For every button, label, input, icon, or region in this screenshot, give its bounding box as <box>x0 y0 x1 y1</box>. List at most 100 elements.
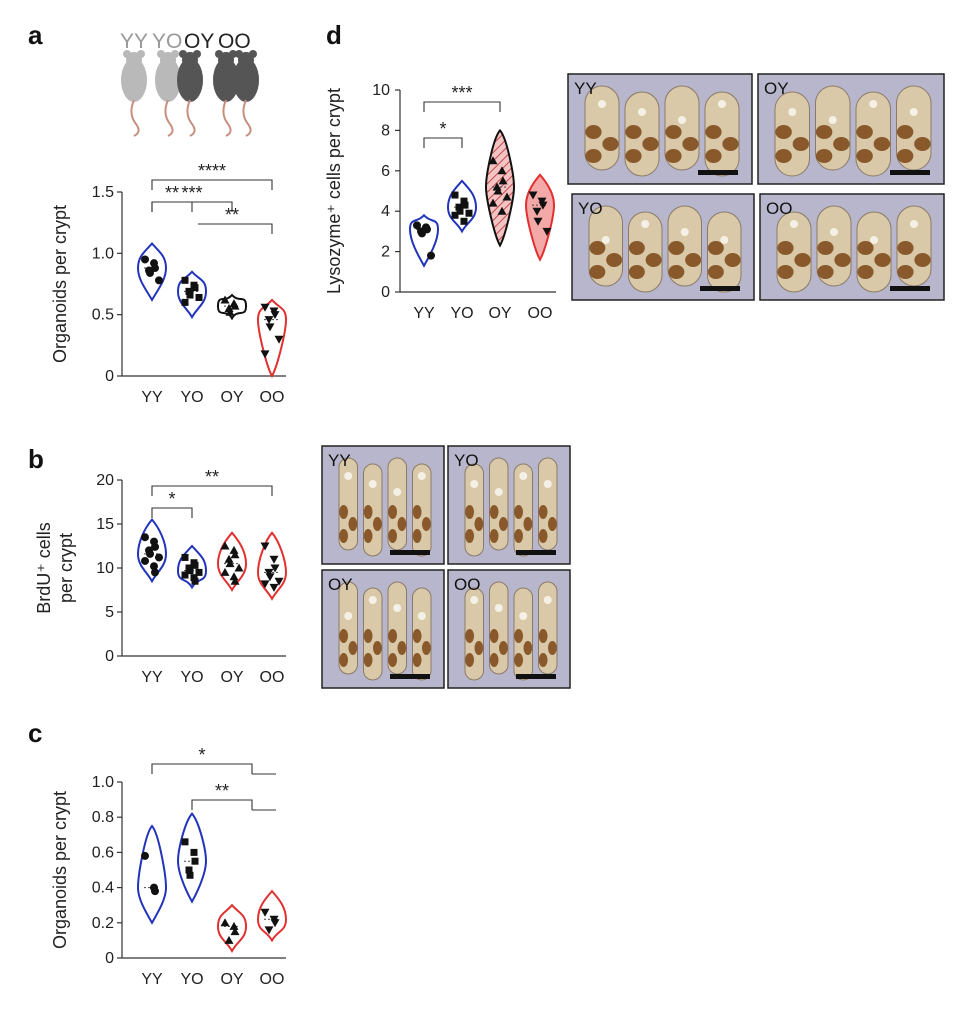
data-point-yy <box>155 553 163 562</box>
significance-label: ** <box>165 183 179 203</box>
significance-bracket <box>151 763 253 774</box>
data-point-yy <box>413 221 421 230</box>
micrograph-label: YY <box>328 451 351 470</box>
micrograph-b-yo: YO <box>447 445 571 565</box>
data-point-yy <box>141 556 149 565</box>
violin-yy <box>136 242 168 302</box>
data-point-yo <box>191 561 199 569</box>
y-axis-label: Organoids per crypt <box>50 205 70 363</box>
panel-label-b: b <box>28 444 44 474</box>
data-point-oy <box>230 550 240 559</box>
x-tick-label-oy: OY <box>220 669 243 686</box>
significance-label: *** <box>451 83 472 103</box>
data-point-oy <box>497 166 507 175</box>
y-tick-label: 0.5 <box>92 307 114 324</box>
data-point-yy <box>150 562 158 571</box>
x-tick-label-oy: OY <box>220 389 243 406</box>
data-point-yo <box>191 284 199 292</box>
x-tick-label-yy: YY <box>413 305 435 322</box>
data-point-oy <box>220 541 230 550</box>
mouse-label-yo: YO <box>152 30 182 53</box>
violin-oo <box>256 889 288 943</box>
mouse-label-yy: YY <box>120 30 148 53</box>
data-point-oo <box>274 577 284 586</box>
data-point-yo <box>181 298 189 306</box>
significance-label: ** <box>225 205 239 225</box>
significance-bracket <box>151 179 273 190</box>
data-point-yo <box>181 553 189 561</box>
mouse-pairs-illustration: YY YO OY OO <box>120 30 259 137</box>
data-point-oo <box>274 335 284 344</box>
data-point-oy <box>225 559 235 568</box>
y-tick-label: 6 <box>381 163 390 180</box>
data-point-yo <box>460 217 468 225</box>
data-point-yy <box>141 255 149 264</box>
data-point-yo <box>186 567 194 575</box>
x-tick-label-oy: OY <box>220 971 243 988</box>
micrograph-d-yy: YY <box>567 73 753 185</box>
y-tick-label: 20 <box>96 472 114 489</box>
data-point-oy <box>488 156 498 165</box>
x-tick-label-yy: YY <box>141 389 163 406</box>
data-point-yo <box>456 207 464 215</box>
chart-panel-c: 0 0.2 0.4 0.6 0.8 1.0 Organoids per crypt YY YO O… <box>50 745 288 988</box>
data-point-oo <box>264 316 274 325</box>
significance-bracket <box>198 223 273 234</box>
data-point-oo <box>264 926 274 935</box>
mouse-yy-icon <box>121 50 147 137</box>
mouse-yo-left-icon <box>155 50 181 137</box>
data-point-yo <box>460 197 468 205</box>
data-point-yo <box>195 568 203 576</box>
significance-label: **** <box>198 161 226 181</box>
data-point-oo <box>264 568 274 577</box>
violin-yy <box>136 518 168 584</box>
data-point-yo <box>465 209 473 217</box>
data-point-yy <box>151 542 159 551</box>
data-point-oy <box>225 307 235 316</box>
data-point-yo <box>190 574 198 582</box>
violin-yo <box>446 179 478 234</box>
data-point-oo <box>270 919 280 928</box>
x-tick-label-yo: YO <box>180 669 203 686</box>
violin-oo <box>524 173 556 262</box>
y-axis-label: Organoids per crypt <box>50 791 70 949</box>
data-point-oy <box>224 554 234 563</box>
x-tick-label-oy: OY <box>488 305 511 322</box>
data-point-oy <box>230 927 240 936</box>
y-tick-label: 0 <box>105 368 114 385</box>
micrograph-label: OO <box>766 199 792 218</box>
micrograph-label: OY <box>328 575 353 594</box>
data-point-oo <box>270 564 280 573</box>
violin-yy <box>136 824 168 925</box>
data-point-yy <box>151 264 159 273</box>
violin-oy <box>216 903 248 954</box>
violin-yo <box>176 270 208 320</box>
data-point-oy <box>229 572 239 581</box>
data-point-oy <box>230 301 240 310</box>
data-point-yo <box>185 866 193 874</box>
data-point-yy <box>151 568 159 577</box>
data-point-yo <box>181 571 189 579</box>
y-tick-label: 10 <box>372 82 390 99</box>
data-point-oo <box>265 323 275 332</box>
data-point-oy <box>498 176 508 185</box>
data-point-yo <box>191 577 199 585</box>
scale-bar <box>890 286 930 291</box>
mouse-oo-right-icon <box>233 50 259 137</box>
data-point-oo <box>528 191 538 200</box>
data-point-oo <box>542 227 552 236</box>
significance-bracket <box>151 507 193 518</box>
data-point-yo <box>451 191 459 199</box>
data-point-oy <box>224 935 234 944</box>
y-tick-label: 0.8 <box>92 809 114 826</box>
data-point-oy <box>229 545 239 554</box>
y-axis-label: Lysozyme⁺ cells per crypt <box>324 88 344 294</box>
y-tick-label: 0.2 <box>92 915 114 932</box>
x-tick-label-yy: YY <box>141 971 163 988</box>
data-point-yy <box>151 887 159 896</box>
mouse-label-oo: OO <box>218 30 251 53</box>
data-point-yy <box>141 533 149 542</box>
data-point-oy <box>220 567 230 576</box>
y-tick-label: 15 <box>96 516 114 533</box>
